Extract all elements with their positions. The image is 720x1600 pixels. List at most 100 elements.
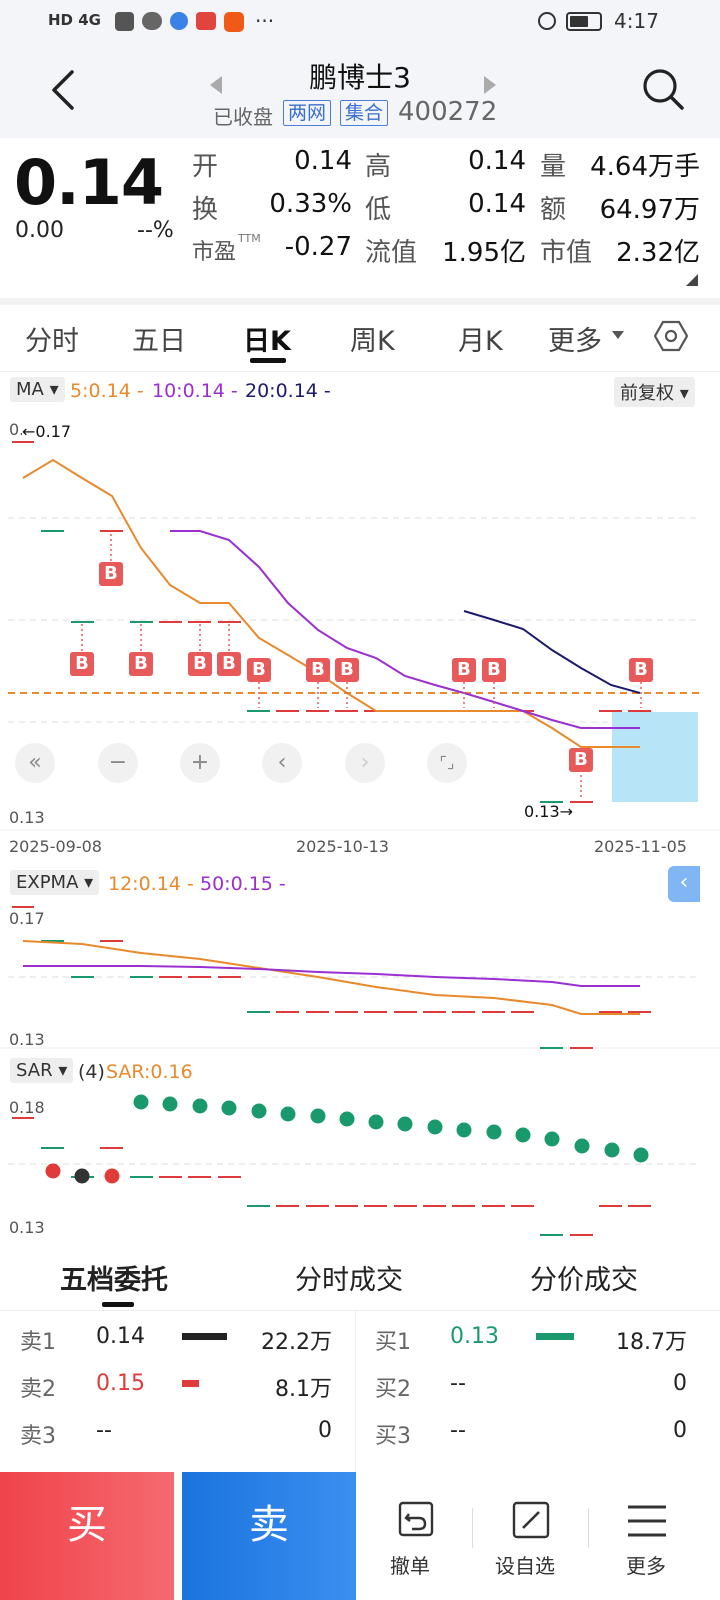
fullscreen-button[interactable]: ⌜⌟ (427, 743, 467, 783)
buy-signal-marker: B (452, 658, 476, 682)
last-price: 0.14 (14, 146, 164, 219)
sell-button[interactable]: 卖 (182, 1472, 356, 1600)
tab-intraday[interactable]: 分时 (25, 326, 79, 357)
label-float-cap: 流值 (365, 238, 418, 268)
sell1-bar (182, 1333, 227, 1340)
label-pe-ttm: TTM (238, 232, 261, 245)
stock-code: 400272 (398, 97, 498, 127)
tab-monthly-k[interactable]: 月K (458, 326, 503, 357)
sell3-price: -- (96, 1418, 112, 1443)
alarm-icon (538, 12, 556, 30)
expma-chart[interactable]: 0.17 0.13 (0, 905, 720, 1050)
buy-signal-marker: B (217, 652, 241, 676)
buy-signal-marker: B (335, 658, 359, 682)
label-amount: 额 (540, 195, 567, 225)
sar-chart[interactable]: 0.18 0.13 (0, 1090, 720, 1240)
low-price-marker: 0.13→ (524, 802, 574, 821)
app-icon-2 (196, 12, 216, 30)
back-icon[interactable] (48, 68, 78, 112)
collapse-panel-button[interactable]: ‹ (668, 866, 700, 902)
status-bar: HD 4G ··· 4:17 (0, 0, 720, 46)
sar-param: (4) (78, 1061, 105, 1083)
buy1-bar (536, 1333, 574, 1340)
divider (588, 1508, 589, 1548)
value-pe: -0.27 (284, 232, 352, 262)
value-market-cap: 2.32亿 (616, 238, 700, 268)
label-pe: 市盈 (192, 240, 237, 265)
active-tab-indicator (250, 358, 286, 363)
expma-y-top: 0.17 (9, 909, 45, 928)
value-float-cap: 1.95亿 (442, 238, 526, 268)
divider (0, 298, 720, 305)
sell2-price: 0.15 (96, 1371, 145, 1396)
adjust-selector[interactable]: 前复权 ▾ (614, 377, 695, 407)
buy-signal-marker: B (569, 748, 593, 772)
cancel-order-button[interactable]: 撤单 (368, 1494, 462, 1594)
expma50-value: 50:0.15 - (200, 873, 286, 895)
zoom-in-button[interactable]: + (180, 743, 220, 783)
period-tabs: 分时 五日 日K 周K 月K 更多 (0, 305, 720, 372)
buy-button[interactable]: 买 (0, 1472, 174, 1600)
sell3-volume: 0 (318, 1418, 332, 1443)
value-open: 0.14 (294, 146, 352, 176)
stock-name: 鹏博士3 (309, 61, 411, 94)
zoom-out-button[interactable]: − (98, 743, 138, 783)
expma12-value: 12:0.14 - (108, 873, 194, 895)
undo-icon (398, 1501, 434, 1537)
tag-jihe: 集合 (340, 100, 389, 126)
buy3-price: -- (450, 1418, 466, 1443)
date-mid: 2025-10-13 (296, 837, 389, 856)
buy-signal-marker: B (629, 658, 653, 682)
edit-icon (512, 1501, 550, 1539)
sell3-label: 卖3 (20, 1424, 56, 1449)
app-icon-3 (224, 12, 244, 32)
scroll-right-button[interactable]: › (345, 743, 385, 783)
stock-header: 鹏博士3 已收盘 两网 集合 400272 (0, 46, 720, 138)
high-price-marker: ←0.17 (22, 422, 72, 441)
settings-hexagon-icon[interactable] (654, 319, 688, 353)
sar-y-top: 0.18 (9, 1098, 45, 1117)
tab-time-trades[interactable]: 分时成交 (295, 1265, 403, 1296)
tab-more[interactable]: 更多 (548, 326, 602, 357)
expma-y-bottom: 0.13 (9, 1030, 45, 1049)
scroll-left-button[interactable]: ‹ (262, 743, 302, 783)
label-market-cap: 市值 (540, 238, 593, 268)
bottom-action-bar: 买 卖 撤单 设自选 更多 (0, 1472, 720, 1600)
value-turnover: 0.33% (269, 189, 352, 219)
sell2-volume: 8.1万 (275, 1377, 332, 1402)
more-button[interactable]: 更多 (600, 1494, 694, 1594)
order-book: 卖1 0.14 22.2万 卖2 0.15 8.1万 卖3 -- 0 买1 0.… (0, 1310, 720, 1498)
kline-chart[interactable]: 0.17 ←0.17 0.13 0.13→ 2025-09-08 2025-10… (0, 410, 720, 860)
more-label: 更多 (626, 1554, 666, 1578)
buy-signal-marker: B (129, 652, 153, 676)
divider (472, 1508, 473, 1548)
tab-order-book[interactable]: 五档委托 (60, 1265, 168, 1296)
market-status: 已收盘 (213, 105, 273, 129)
expma-selector[interactable]: EXPMA ▾ (10, 870, 100, 895)
buy-signal-marker: B (482, 658, 506, 682)
tab-five-day[interactable]: 五日 (132, 326, 186, 357)
sar-svg (8, 1094, 700, 1236)
expand-corner-icon[interactable] (686, 274, 698, 286)
app-icon-1 (115, 12, 134, 31)
buy-signal-marker: B (99, 562, 123, 586)
search-icon[interactable] (640, 66, 686, 112)
buy1-label: 买1 (375, 1330, 411, 1355)
prev-stock-icon[interactable] (208, 74, 224, 96)
value-high: 0.14 (468, 146, 526, 176)
y-axis-bottom-label: 0.13 (9, 808, 45, 827)
buy2-price: -- (450, 1371, 466, 1396)
sar-value: SAR:0.16 (106, 1061, 193, 1083)
scroll-to-start-button[interactable]: « (15, 743, 55, 783)
kline-svg (0, 441, 720, 831)
add-watchlist-button[interactable]: 设自选 (484, 1494, 578, 1594)
tab-weekly-k[interactable]: 周K (350, 326, 395, 357)
tab-daily-k[interactable]: 日K (243, 326, 291, 357)
tab-price-trades[interactable]: 分价成交 (530, 1265, 638, 1296)
quote-panel: 0.14 0.00 --% 开 0.14 高 0.14 量 4.64万手 换 0… (0, 138, 720, 298)
sar-y-bottom: 0.13 (9, 1218, 45, 1237)
sar-selector[interactable]: SAR ▾ (10, 1058, 74, 1083)
ma-selector[interactable]: MA ▾ (10, 377, 65, 402)
value-amount: 64.97万 (599, 195, 700, 225)
next-stock-icon[interactable] (482, 74, 498, 96)
